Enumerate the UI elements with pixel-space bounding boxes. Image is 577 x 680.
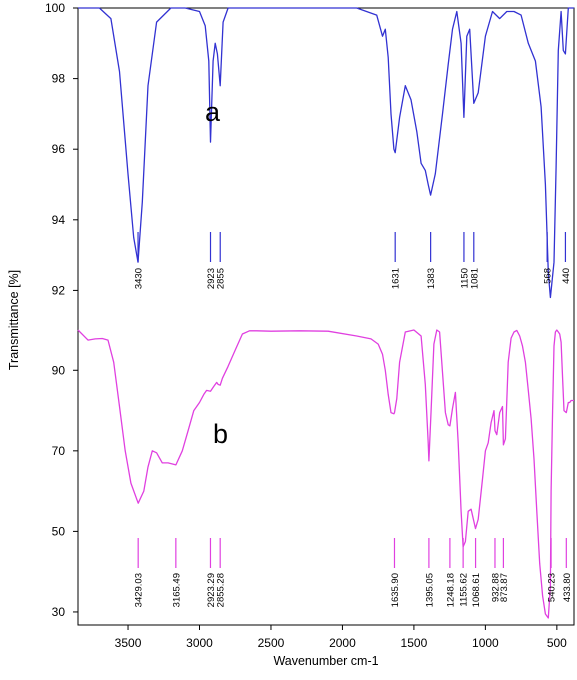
peak-label: 932.88 [491,573,502,602]
x-tick-label: 2000 [329,636,356,650]
x-tick-label: 500 [547,636,567,650]
peak-label: 2855.28 [216,573,227,607]
y-tick-label: 96 [52,142,66,156]
y-tick-label: 92 [52,283,66,297]
peak-label: 1068.61 [471,573,482,607]
y-tick-label: 70 [52,444,66,458]
peak-label: 3165.49 [171,573,182,607]
peak-label: 1155.62 [459,573,470,607]
y-tick-label: 90 [52,363,66,377]
peak-label: 1248.18 [445,573,456,607]
y-tick-label: 30 [52,605,66,619]
x-tick-label: 2500 [258,636,285,650]
panel-label-b: b [213,419,228,449]
peak-label: 2923 [206,268,217,289]
x-tick-label: 1500 [401,636,428,650]
x-axis-ticks: 3500 3000 2500 2000 1500 1000 500 [115,625,567,650]
peak-label: 1635.90 [390,573,401,607]
y-tick-label: 50 [52,524,66,538]
peak-label: 873.87 [499,573,510,602]
x-axis-title: Wavenumber cm-1 [273,654,378,668]
panel-label-a: a [205,97,221,127]
peak-label: 1150 [459,268,470,288]
y-tick-label: 100 [45,1,65,15]
x-tick-label: 3000 [186,636,213,650]
x-tick-label: 1000 [472,636,499,650]
peak-label: 1395.05 [424,573,435,607]
peak-label: 1631 [391,268,402,289]
peak-label: 1383 [426,268,437,289]
y-tick-label: 98 [52,72,66,86]
peak-label: 2923.29 [206,573,217,607]
plot-frame [77,7,575,626]
y-tick-label: 94 [52,213,66,227]
x-tick-label: 3500 [115,636,142,650]
y-axis-title: Transmittance [%] [7,270,21,370]
peak-label: 433.80 [562,573,573,602]
peak-label: 2855 [216,268,227,289]
peak-label: 3429.03 [134,573,145,607]
spectrum-line-b [77,329,574,619]
spectrum-line-a [78,7,574,299]
peak-label: 540.23 [547,573,558,602]
peak-label: 440 [561,268,572,284]
peak-label: 3430 [134,268,145,289]
peak-label: 568 [543,268,554,284]
peak-label: 1081 [469,268,480,289]
